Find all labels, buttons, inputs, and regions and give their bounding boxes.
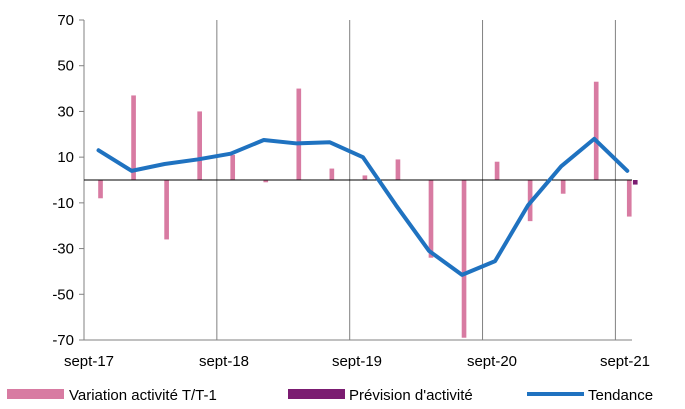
legend-swatch: [7, 389, 64, 399]
y-tick-label: -10: [52, 195, 74, 212]
x-tick-label: sept-19: [332, 353, 382, 370]
variation-bar: [197, 111, 202, 180]
variation-bar: [626, 180, 632, 217]
variation-bar: [395, 159, 401, 180]
legend-label: Tendance: [588, 387, 653, 404]
y-tick-label: -30: [52, 241, 74, 258]
legend-swatch: [288, 389, 345, 399]
x-tick-labels: sept-17 sept-18 sept-19 sept-20 sept-21: [64, 353, 650, 370]
y-tick-label: -50: [52, 286, 74, 303]
bars: [98, 81, 638, 338]
y-tick-label: 70: [57, 12, 74, 29]
variation-bar: [263, 180, 269, 183]
x-tick-label: sept-20: [467, 353, 517, 370]
variation-bar: [593, 81, 599, 180]
variation-bar: [428, 180, 434, 258]
x-tick-label: sept-18: [199, 353, 249, 370]
variation-bar: [494, 161, 500, 180]
legend-label: Prévision d'activité: [349, 387, 473, 404]
legend: Variation activité T/T-1 Prévision d'acti…: [7, 387, 653, 404]
y-tick-labels: -70 -50 -30 -10 10 30 50 70: [52, 12, 74, 349]
variation-bar: [329, 168, 335, 180]
trend-line: [96, 136, 630, 277]
variation-bar: [461, 180, 467, 338]
x-tick-label: sept-21: [600, 353, 650, 370]
variation-bar: [296, 88, 302, 180]
trend-line-group: [96, 136, 630, 277]
x-tick-label: sept-17: [64, 353, 114, 370]
y-tick-label: -70: [52, 332, 74, 349]
variation-bar: [560, 180, 566, 194]
variation-bar: [131, 95, 136, 180]
legend-label: Variation activité T/T-1: [69, 387, 217, 404]
axes: [79, 19, 632, 341]
variation-bar: [230, 154, 236, 180]
y-tick-label: 10: [57, 149, 74, 166]
variation-bar: [98, 180, 103, 199]
y-tick-label: 50: [57, 58, 74, 75]
y-tick-label: 30: [57, 103, 74, 120]
prevision-bar: [632, 180, 638, 185]
variation-bar: [362, 175, 368, 180]
variation-bar: [164, 180, 169, 240]
